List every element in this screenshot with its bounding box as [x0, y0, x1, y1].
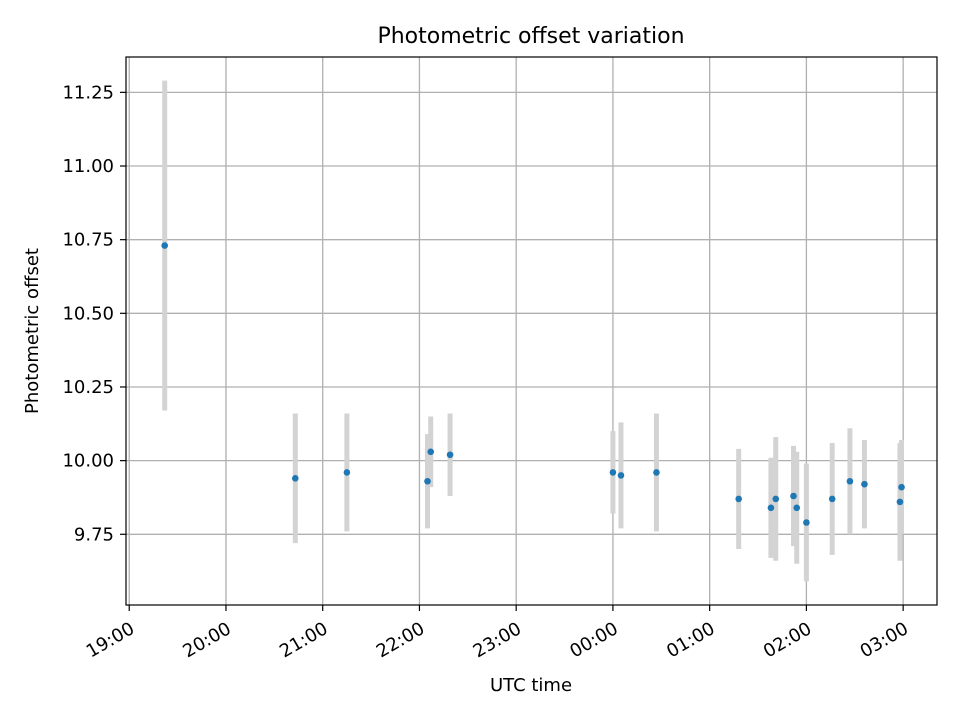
y-tick-label: 9.75: [74, 524, 114, 545]
data-point: [898, 483, 905, 491]
data-point: [861, 480, 868, 488]
data-point: [846, 477, 854, 485]
data-point: [617, 472, 625, 479]
data-point: [343, 469, 351, 476]
data-point: [291, 475, 299, 482]
data-point: [793, 504, 801, 512]
plot-area: [126, 57, 937, 605]
data-point: [896, 498, 904, 506]
chart-title: Photometric offset variation: [377, 24, 684, 49]
data-point: [790, 492, 797, 500]
y-tick-label: 11.00: [62, 156, 114, 177]
y-tick-label: 10.00: [62, 451, 114, 472]
y-tick-label: 10.75: [62, 230, 114, 251]
grid: [126, 57, 937, 605]
data-point: [427, 448, 435, 456]
y-axis: 9.75 10.00 10.25 10.50 10.75 11.00 11.25: [62, 82, 126, 545]
plot-frame: [125, 56, 938, 606]
y-tick-label: 10.25: [62, 377, 114, 398]
data-points: [161, 242, 905, 526]
data-point: [446, 451, 454, 459]
y-axis-title: Photometric offset: [22, 248, 43, 414]
data-point: [735, 495, 742, 503]
y-tick-label: 11.25: [62, 82, 114, 103]
data-point: [653, 469, 660, 476]
y-tick-label: 10.50: [62, 303, 114, 324]
data-point: [609, 469, 617, 476]
x-axis-title: UTC time: [490, 675, 572, 696]
data-point: [161, 242, 168, 249]
data-point: [803, 519, 810, 526]
data-point: [767, 504, 775, 512]
data-point: [424, 477, 431, 485]
data-point: [828, 495, 836, 503]
data-point: [772, 495, 780, 503]
